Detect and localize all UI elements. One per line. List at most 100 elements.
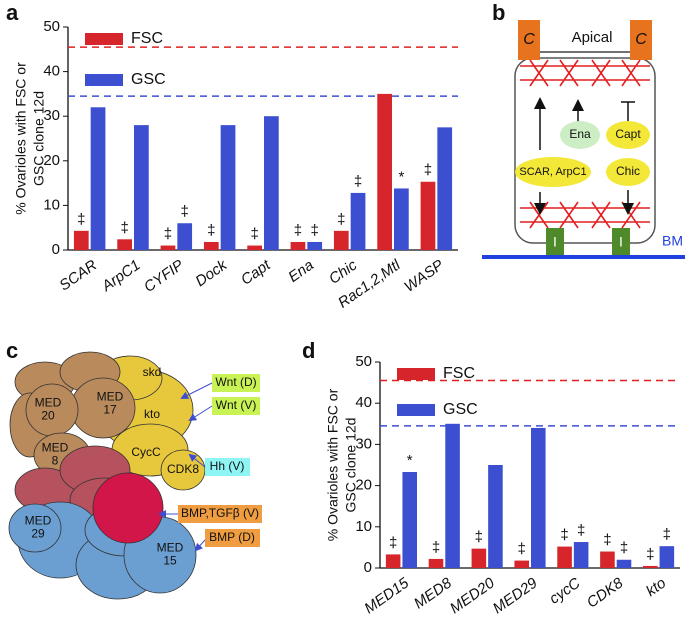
x-tick-label: Capt (238, 256, 274, 289)
diagram-b: Apical C C Ena Capt (482, 20, 685, 259)
significance-marker: ‡ (181, 203, 189, 220)
bar (160, 245, 176, 250)
subunit-label: MED (157, 541, 184, 555)
bar (90, 107, 106, 250)
legend-label: GSC (131, 71, 166, 88)
y-axis-label: GSC clone 12d (31, 91, 47, 186)
integrin-label: I (619, 234, 623, 250)
subunit-label: 20 (41, 409, 55, 423)
bar (488, 465, 503, 568)
bar (643, 565, 658, 568)
subunit (8, 503, 62, 553)
cadherin-label: C (523, 31, 535, 48)
significance-marker: ‡ (164, 226, 172, 243)
capt-label: Capt (615, 127, 641, 141)
x-tick-label: Dock (192, 256, 231, 290)
x-tick-label: MED29 (490, 574, 541, 617)
subunit-label: MED (25, 514, 52, 528)
signal-box (205, 529, 260, 547)
significance-marker: ‡ (77, 211, 85, 228)
bar (573, 542, 589, 568)
bar (134, 125, 149, 250)
panel-label: c (6, 338, 18, 363)
bar (203, 241, 219, 250)
significance-marker: ‡ (337, 211, 345, 228)
subunit-label: MED (42, 441, 69, 455)
x-tick-label: MED20 (447, 574, 498, 617)
subunit (92, 472, 164, 544)
legend-swatch (397, 404, 435, 416)
signal-box (178, 505, 262, 523)
x-tick-label: Ena (285, 257, 317, 286)
legend-swatch (397, 368, 435, 380)
legend-swatch (85, 74, 123, 86)
bar (557, 546, 572, 568)
integrin-label: I (553, 234, 557, 250)
significance-marker: * (407, 452, 413, 469)
y-tick-label: 10 (355, 518, 372, 535)
bar (264, 116, 279, 250)
y-tick-label: 40 (43, 63, 60, 80)
significance-marker: * (398, 168, 404, 185)
significance-marker: ‡ (250, 226, 258, 243)
ena-node (560, 121, 600, 149)
significance-marker: ‡ (424, 162, 432, 179)
cadherin-label: C (635, 31, 647, 48)
actin-top (520, 59, 650, 87)
x-tick-label: CYFIP (141, 257, 187, 296)
signal-boxes: Wnt (D) Wnt (V) Hh (V) BMP,TGFβ (V) BMP … (158, 374, 262, 552)
capt-node (606, 121, 650, 149)
arrow (188, 405, 213, 422)
arrow (194, 539, 206, 552)
subunit-label: MED (35, 396, 62, 410)
significance-marker: ‡ (207, 222, 215, 239)
significance-marker: ‡ (663, 526, 671, 543)
subunit-label: CDK8 (167, 462, 199, 476)
y-tick-label: 10 (43, 196, 60, 213)
subunit-label: 8 (52, 454, 59, 468)
bar (445, 423, 460, 568)
significance-marker: ‡ (577, 522, 585, 539)
x-tick-label: CDK8 (584, 574, 627, 611)
y-axis-label: % Ovarioles with FSC or (325, 388, 341, 541)
integrin (612, 228, 630, 258)
bar (531, 427, 546, 568)
cadherin (630, 20, 652, 60)
signal-label: BMP (D) (209, 530, 255, 544)
significance-marker: ‡ (620, 540, 628, 557)
bar (177, 223, 193, 250)
significance-marker: ‡ (603, 531, 611, 548)
significance-marker: ‡ (475, 529, 483, 546)
y-tick-label: 30 (355, 435, 372, 452)
y-tick-label: 40 (355, 394, 372, 411)
significance-marker: ‡ (294, 222, 302, 239)
apical-label: Apical (572, 29, 613, 46)
bar (290, 241, 306, 250)
cadherin (518, 20, 540, 60)
bar (437, 127, 453, 250)
significance-marker: ‡ (432, 539, 440, 556)
subunit-label: MED (97, 390, 124, 404)
signal-label: Hh (V) (210, 459, 245, 473)
legend-label: GSC (443, 401, 478, 418)
x-tick-label: ArpC1 (98, 257, 143, 296)
bar (117, 239, 132, 250)
signal-box (205, 458, 250, 476)
bar (377, 93, 392, 251)
signal-label: Wnt (D) (215, 375, 256, 389)
bar (333, 230, 349, 250)
significance-marker: ‡ (560, 527, 568, 544)
y-axis-label: GSC clone 12d (343, 418, 359, 513)
y-tick-label: 0 (52, 241, 60, 258)
signal-box (212, 374, 260, 392)
x-tick-label: WASP (401, 257, 447, 296)
bar (659, 546, 675, 568)
signal-label: Wnt (V) (216, 398, 257, 412)
y-axis-label: % Ovarioles with FSC or (13, 62, 29, 215)
x-tick-label: MED15 (361, 574, 412, 617)
subunit-label: 17 (103, 403, 117, 417)
ena-label: Ena (569, 127, 591, 141)
signal-box (212, 397, 260, 415)
significance-marker: ‡ (120, 219, 128, 236)
